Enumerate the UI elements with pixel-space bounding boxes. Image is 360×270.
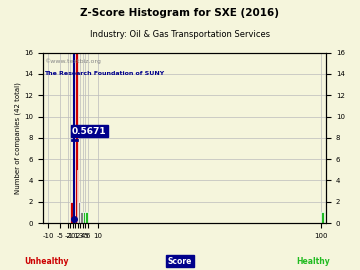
Bar [77,170,78,223]
Bar [75,53,78,223]
Text: Industry: Oil & Gas Transportation Services: Industry: Oil & Gas Transportation Servi… [90,30,270,39]
Bar [83,212,85,223]
Bar [321,212,324,223]
Bar [85,212,88,223]
Bar [70,202,73,223]
Bar [73,53,75,223]
Y-axis label: Number of companies (42 total): Number of companies (42 total) [15,82,22,194]
Text: 0.5671: 0.5671 [72,127,107,136]
Text: Score: Score [168,257,192,266]
Bar [78,202,80,223]
Text: Unhealthy: Unhealthy [24,257,69,266]
Text: Healthy: Healthy [296,257,330,266]
Text: ©www.textbiz.org: ©www.textbiz.org [44,58,101,63]
Text: The Research Foundation of SUNY: The Research Foundation of SUNY [44,71,165,76]
Text: Z-Score Histogram for SXE (2016): Z-Score Histogram for SXE (2016) [81,8,279,18]
Bar [80,212,83,223]
